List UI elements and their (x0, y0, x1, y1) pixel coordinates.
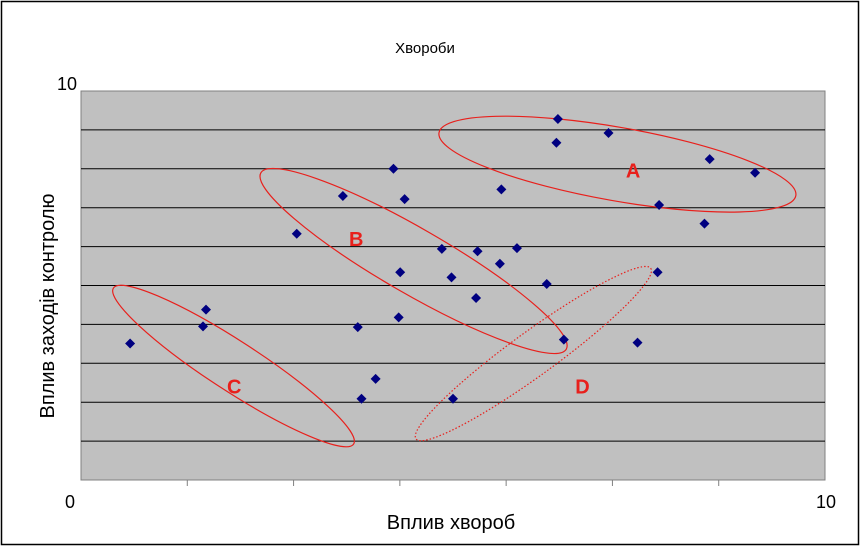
data-point (472, 246, 483, 257)
cluster-ellipse-d (414, 265, 653, 442)
data-point (356, 393, 367, 404)
data-point (291, 228, 302, 239)
data-point (496, 184, 507, 195)
x-tick-label-min: 0 (65, 492, 75, 512)
data-point (494, 258, 505, 269)
data-point (395, 267, 406, 278)
cluster-ellipse-b (259, 167, 568, 355)
cluster-labels: A B C D (227, 161, 640, 399)
data-point (558, 334, 569, 345)
cluster-label-d: D (575, 377, 589, 399)
data-point (511, 243, 522, 254)
cluster-ellipses (112, 115, 797, 448)
y-axis-label: Вплив заходів контролю (37, 193, 59, 418)
data-point (198, 321, 209, 332)
y-tick-label-max: 10 (57, 74, 77, 94)
data-point (436, 243, 447, 254)
data-point (551, 137, 562, 148)
data-point (370, 373, 381, 384)
data-point (388, 163, 399, 174)
x-tick-label-max: 10 (816, 492, 836, 512)
data-point (446, 272, 457, 283)
data-point (654, 199, 665, 210)
data-point (399, 194, 410, 205)
data-points (125, 114, 761, 404)
chart-title: Хвороби (395, 40, 455, 57)
data-point (200, 304, 211, 315)
cluster-label-b: B (349, 229, 363, 251)
data-point (632, 337, 643, 348)
x-axis-ticks (186, 480, 720, 486)
cluster-label-c: C (227, 377, 241, 399)
data-point (652, 267, 663, 278)
data-point (471, 292, 482, 303)
data-point (337, 191, 348, 202)
data-point (699, 218, 710, 229)
data-point (448, 393, 458, 404)
data-point (603, 128, 614, 139)
cluster-label-a: A (626, 161, 640, 183)
cluster-ellipse-c (112, 284, 355, 448)
x-axis-label: Вплив хвороб (387, 512, 515, 534)
data-point (125, 338, 136, 349)
data-point (704, 154, 715, 165)
cluster-ellipse-a (438, 115, 797, 213)
data-point (352, 322, 363, 333)
data-point (393, 312, 404, 323)
data-point (552, 114, 563, 125)
data-point (541, 278, 552, 289)
data-point (750, 167, 761, 178)
